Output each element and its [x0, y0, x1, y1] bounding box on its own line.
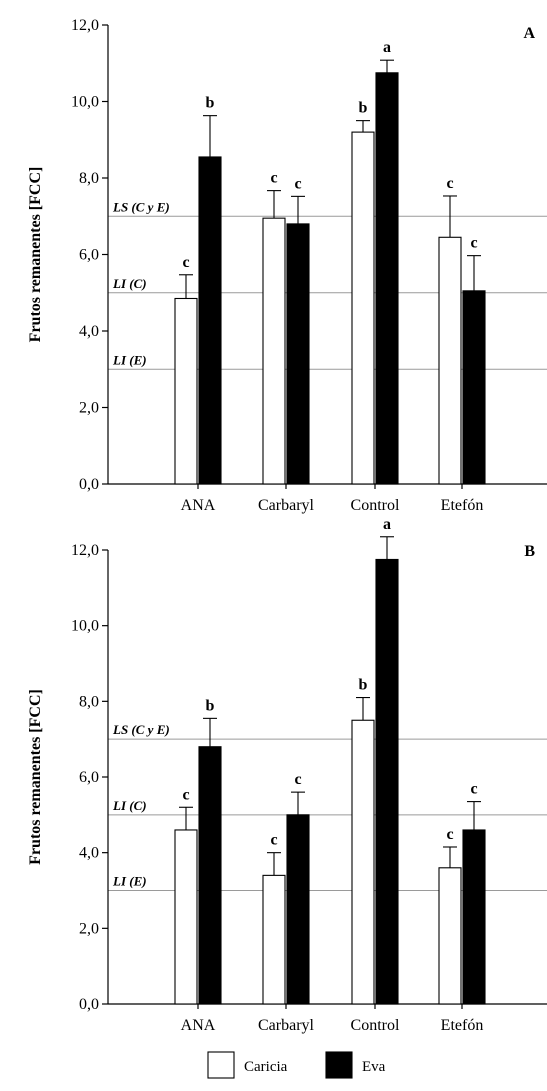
significance-letter: b [359, 100, 368, 117]
y-tick-label: 0,0 [79, 476, 99, 493]
bar-caricia [351, 719, 375, 1005]
category-label: Control [351, 1017, 400, 1034]
significance-letter: b [206, 697, 215, 714]
significance-letter: b [206, 95, 215, 112]
significance-letter: c [470, 235, 477, 252]
y-tick-label: 2,0 [79, 400, 99, 417]
bar-caricia [438, 236, 462, 485]
significance-letter: c [294, 175, 301, 192]
reference-line-label: LI (E) [112, 352, 147, 367]
reference-line-label: LS (C y E) [112, 722, 170, 737]
significance-letter: c [182, 786, 189, 803]
legend-swatch-caricia [207, 1051, 235, 1079]
reference-line-label: LI (E) [112, 874, 147, 889]
reference-line-label: LI (C) [112, 798, 147, 813]
significance-letter: c [446, 826, 453, 843]
bar-eva [462, 829, 486, 1005]
y-tick-label: 4,0 [79, 845, 99, 862]
bar-eva [286, 814, 310, 1005]
reference-line-label: LS (C y E) [112, 199, 170, 214]
legend-label: Eva [362, 1059, 386, 1075]
legend-swatch-eva [325, 1051, 353, 1079]
legend-label: Caricia [244, 1059, 288, 1075]
y-tick-label: 6,0 [79, 247, 99, 264]
category-label: ANA [181, 1017, 216, 1034]
significance-letter: a [383, 516, 391, 533]
significance-letter: c [294, 771, 301, 788]
y-tick-label: 12,0 [71, 17, 99, 34]
panel-letter: B [524, 543, 535, 560]
bar-eva [462, 290, 486, 485]
significance-letter: a [383, 39, 391, 56]
y-tick-label: 0,0 [79, 996, 99, 1013]
y-tick-label: 4,0 [79, 323, 99, 340]
significance-letter: c [270, 170, 277, 187]
category-label: Control [351, 497, 400, 514]
significance-letter: c [446, 175, 453, 192]
bar-caricia [174, 829, 198, 1005]
y-tick-label: 6,0 [79, 769, 99, 786]
significance-letter: c [470, 781, 477, 798]
significance-letter: c [270, 832, 277, 849]
y-tick-label: 12,0 [71, 542, 99, 559]
y-tick-label: 10,0 [71, 618, 99, 635]
reference-line-label: LI (C) [112, 276, 147, 291]
bar-caricia [262, 874, 286, 1005]
bar-caricia [174, 297, 198, 485]
bar-caricia [351, 131, 375, 485]
bar-eva [375, 558, 399, 1005]
bar-eva [375, 72, 399, 485]
y-tick-label: 8,0 [79, 693, 99, 710]
y-tick-label: 2,0 [79, 920, 99, 937]
y-axis-title: Frutos remanentes [FCC] [27, 167, 44, 343]
y-axis-title: Frutos remanentes [FCC] [27, 689, 44, 865]
panel-letter: A [523, 25, 535, 42]
y-tick-label: 10,0 [71, 94, 99, 111]
significance-letter: c [182, 254, 189, 271]
y-tick-label: 8,0 [79, 170, 99, 187]
bar-caricia [438, 867, 462, 1005]
category-label: Etefón [441, 497, 484, 514]
bar-eva [198, 746, 222, 1005]
category-label: Carbaryl [258, 497, 315, 514]
bar-caricia [262, 217, 286, 485]
category-label: ANA [181, 497, 216, 514]
category-label: Carbaryl [258, 1017, 315, 1034]
bar-eva [286, 223, 310, 485]
bar-eva [198, 156, 222, 485]
significance-letter: b [359, 677, 368, 694]
category-label: Etefón [441, 1017, 484, 1034]
